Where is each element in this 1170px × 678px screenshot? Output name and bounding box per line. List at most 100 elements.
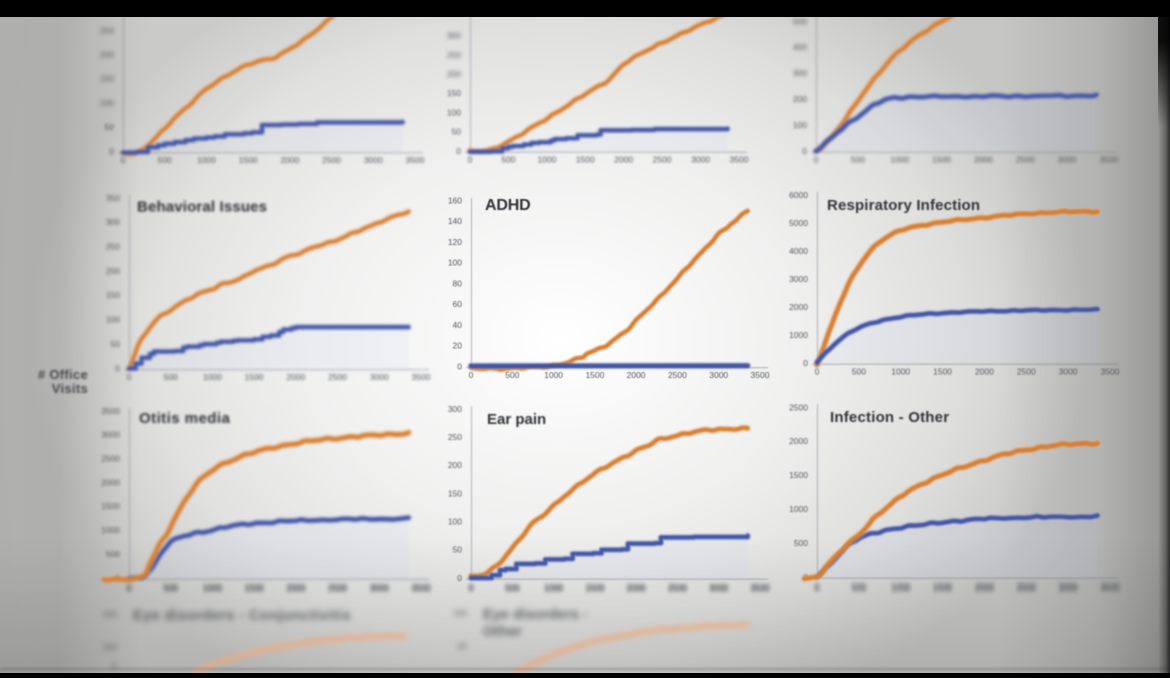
svg-text:1500: 1500 — [789, 470, 808, 480]
svg-text:250: 250 — [100, 25, 114, 35]
svg-text:1500: 1500 — [239, 155, 258, 165]
svg-text:3000: 3000 — [1059, 584, 1078, 594]
svg-text:200: 200 — [793, 94, 807, 104]
svg-text:250: 250 — [447, 50, 461, 60]
svg-text:3500: 3500 — [412, 582, 431, 592]
svg-text:3000: 3000 — [101, 430, 120, 440]
svg-text:0: 0 — [127, 582, 132, 592]
svg-text:140: 140 — [448, 216, 462, 226]
svg-text:0: 0 — [456, 146, 461, 156]
svg-text:350: 350 — [106, 193, 120, 203]
svg-text:500: 500 — [501, 155, 515, 165]
svg-text:1000: 1000 — [891, 367, 910, 377]
svg-text:0: 0 — [469, 582, 474, 592]
svg-text:2000: 2000 — [974, 155, 993, 165]
svg-text:500: 500 — [106, 549, 120, 559]
svg-text:2500: 2500 — [1017, 581, 1036, 591]
svg-text:500: 500 — [164, 584, 178, 594]
svg-text:0: 0 — [109, 146, 114, 156]
svg-text:200: 200 — [100, 50, 114, 60]
svg-text:0: 0 — [115, 363, 120, 373]
svg-text:2000: 2000 — [789, 302, 808, 312]
svg-text:500: 500 — [852, 367, 866, 377]
svg-text:100: 100 — [106, 315, 120, 325]
svg-text:0: 0 — [121, 155, 126, 165]
svg-text:3000: 3000 — [691, 155, 710, 165]
svg-text:2000: 2000 — [975, 367, 994, 377]
svg-text:0: 0 — [803, 358, 808, 368]
svg-text:250: 250 — [448, 432, 462, 442]
svg-text:3500: 3500 — [1101, 581, 1120, 591]
svg-text:1000: 1000 — [537, 155, 556, 165]
svg-text:500: 500 — [164, 372, 178, 382]
svg-text:Ear pain: Ear pain — [487, 411, 546, 428]
svg-text:3000: 3000 — [789, 274, 808, 284]
svg-text:0: 0 — [815, 584, 820, 594]
svg-text:100: 100 — [100, 98, 114, 108]
svg-text:ADHD: ADHD — [485, 197, 530, 214]
svg-text:1000: 1000 — [789, 330, 808, 340]
svg-text:1500: 1500 — [245, 372, 264, 382]
svg-text:3000: 3000 — [709, 582, 728, 592]
svg-text:2000: 2000 — [286, 584, 305, 594]
svg-text:0: 0 — [127, 372, 132, 382]
svg-text:0: 0 — [815, 581, 820, 591]
svg-text:1500: 1500 — [932, 155, 951, 165]
svg-text:150: 150 — [448, 488, 462, 498]
svg-text:0: 0 — [815, 367, 820, 377]
svg-text:500: 500 — [852, 584, 866, 594]
svg-text:200: 200 — [447, 69, 461, 79]
svg-text:2500: 2500 — [668, 370, 687, 380]
svg-text:80: 80 — [453, 278, 463, 288]
svg-text:0: 0 — [468, 155, 473, 165]
svg-text:3500: 3500 — [1100, 155, 1119, 165]
svg-text:3000: 3000 — [1058, 155, 1077, 165]
svg-text:3000: 3000 — [364, 155, 383, 165]
svg-text:200: 200 — [106, 266, 120, 276]
svg-text:0: 0 — [469, 584, 474, 594]
svg-text:1500: 1500 — [576, 155, 595, 165]
svg-text:500: 500 — [794, 538, 808, 548]
svg-text:500: 500 — [164, 582, 178, 592]
svg-text:1500: 1500 — [585, 582, 604, 592]
svg-text:2000: 2000 — [975, 584, 994, 594]
svg-text:3500: 3500 — [730, 155, 749, 165]
svg-text:1000: 1000 — [203, 584, 222, 594]
svg-text:1000: 1000 — [203, 582, 222, 592]
svg-text:2000: 2000 — [627, 582, 646, 592]
svg-text:500: 500 — [505, 582, 519, 592]
svg-text:1000: 1000 — [197, 155, 216, 165]
svg-text:2500: 2500 — [653, 155, 672, 165]
svg-text:3500: 3500 — [412, 584, 431, 594]
svg-text:2000: 2000 — [627, 370, 646, 380]
svg-text:2500: 2500 — [668, 584, 687, 594]
svg-text:1500: 1500 — [933, 581, 952, 591]
svg-text:Other: Other — [483, 624, 522, 640]
svg-text:0: 0 — [457, 361, 462, 371]
svg-text:3500: 3500 — [751, 584, 770, 594]
svg-text:50: 50 — [452, 127, 462, 137]
svg-text:200: 200 — [103, 642, 117, 652]
svg-text:40: 40 — [453, 320, 463, 330]
svg-text:100: 100 — [448, 517, 462, 527]
svg-text:3000: 3000 — [1059, 367, 1078, 377]
svg-text:160: 160 — [448, 195, 462, 205]
svg-text:3500: 3500 — [406, 155, 425, 165]
svg-text:300: 300 — [793, 68, 807, 78]
svg-text:0: 0 — [802, 146, 807, 156]
svg-text:2000: 2000 — [614, 155, 633, 165]
svg-text:5000: 5000 — [789, 218, 808, 228]
svg-text:50: 50 — [453, 545, 463, 555]
svg-text:0: 0 — [457, 573, 462, 583]
svg-text:3500: 3500 — [751, 582, 770, 592]
svg-text:2500: 2500 — [668, 582, 687, 592]
svg-text:150: 150 — [447, 88, 461, 98]
svg-text:1000: 1000 — [544, 584, 563, 594]
svg-text:Respiratory Infection: Respiratory Infection — [827, 197, 980, 214]
svg-text:200: 200 — [448, 460, 462, 470]
svg-text:1000: 1000 — [203, 372, 222, 382]
svg-text:3500: 3500 — [1101, 367, 1120, 377]
svg-text:Otitis media: Otitis media — [139, 410, 230, 427]
svg-text:Eye disorders -: Eye disorders - — [483, 607, 588, 623]
svg-text:3000: 3000 — [1059, 581, 1078, 591]
